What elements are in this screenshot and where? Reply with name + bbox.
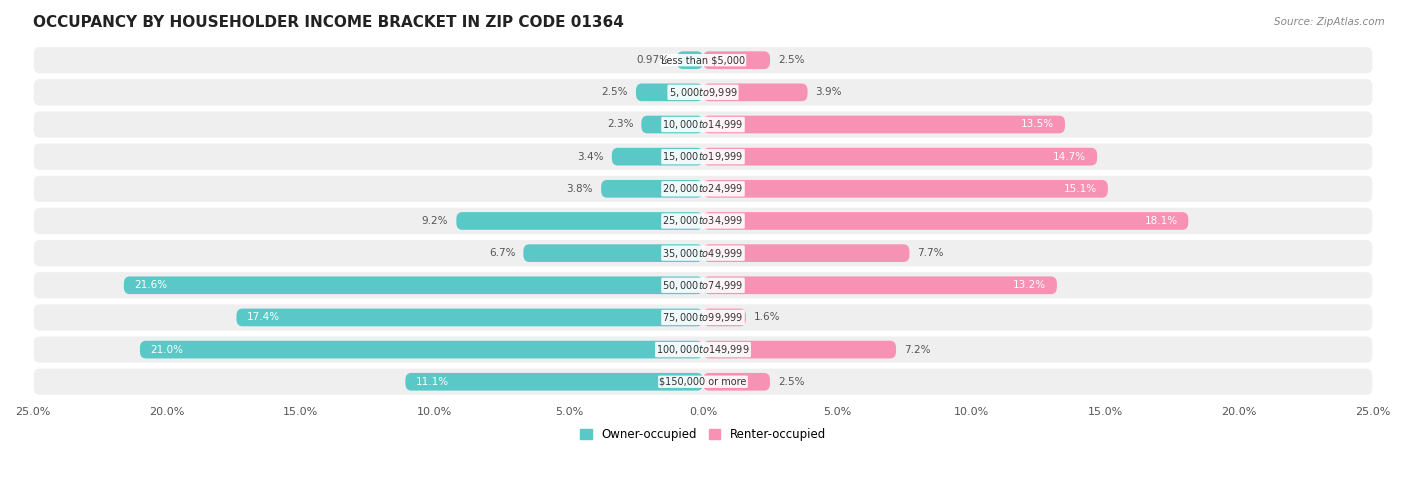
FancyBboxPatch shape: [523, 244, 703, 262]
Text: 13.2%: 13.2%: [1014, 281, 1046, 290]
FancyBboxPatch shape: [641, 115, 703, 133]
Text: $100,000 to $149,999: $100,000 to $149,999: [657, 343, 749, 356]
Text: $5,000 to $9,999: $5,000 to $9,999: [669, 86, 737, 99]
Text: 14.7%: 14.7%: [1053, 151, 1087, 162]
FancyBboxPatch shape: [703, 309, 747, 326]
FancyBboxPatch shape: [457, 212, 703, 230]
FancyBboxPatch shape: [703, 341, 896, 358]
Text: 21.0%: 21.0%: [150, 345, 184, 355]
FancyBboxPatch shape: [141, 341, 703, 358]
Text: 21.6%: 21.6%: [135, 281, 167, 290]
Text: 15.1%: 15.1%: [1064, 184, 1097, 194]
FancyBboxPatch shape: [32, 271, 1374, 300]
Text: $10,000 to $14,999: $10,000 to $14,999: [662, 118, 744, 131]
Text: OCCUPANCY BY HOUSEHOLDER INCOME BRACKET IN ZIP CODE 01364: OCCUPANCY BY HOUSEHOLDER INCOME BRACKET …: [32, 15, 624, 30]
FancyBboxPatch shape: [678, 51, 703, 69]
FancyBboxPatch shape: [703, 277, 1057, 294]
Text: 18.1%: 18.1%: [1144, 216, 1178, 226]
FancyBboxPatch shape: [32, 78, 1374, 107]
FancyBboxPatch shape: [703, 180, 1108, 198]
Text: 7.2%: 7.2%: [904, 345, 931, 355]
Text: $150,000 or more: $150,000 or more: [659, 377, 747, 387]
FancyBboxPatch shape: [32, 207, 1374, 235]
Text: $25,000 to $34,999: $25,000 to $34,999: [662, 214, 744, 227]
Text: 6.7%: 6.7%: [489, 248, 516, 258]
Text: $15,000 to $19,999: $15,000 to $19,999: [662, 150, 744, 163]
FancyBboxPatch shape: [636, 83, 703, 101]
Text: 11.1%: 11.1%: [416, 377, 450, 387]
Text: $50,000 to $74,999: $50,000 to $74,999: [662, 279, 744, 292]
FancyBboxPatch shape: [703, 51, 770, 69]
FancyBboxPatch shape: [703, 148, 1097, 166]
Text: Less than $5,000: Less than $5,000: [661, 55, 745, 65]
Text: 9.2%: 9.2%: [422, 216, 449, 226]
FancyBboxPatch shape: [703, 373, 770, 391]
FancyBboxPatch shape: [32, 368, 1374, 396]
FancyBboxPatch shape: [32, 303, 1374, 332]
Text: $75,000 to $99,999: $75,000 to $99,999: [662, 311, 744, 324]
Text: 2.5%: 2.5%: [778, 377, 804, 387]
Text: 2.3%: 2.3%: [607, 119, 633, 130]
FancyBboxPatch shape: [32, 336, 1374, 364]
FancyBboxPatch shape: [703, 83, 807, 101]
FancyBboxPatch shape: [32, 175, 1374, 203]
Text: Source: ZipAtlas.com: Source: ZipAtlas.com: [1274, 17, 1385, 27]
Text: 7.7%: 7.7%: [918, 248, 943, 258]
FancyBboxPatch shape: [612, 148, 703, 166]
FancyBboxPatch shape: [703, 212, 1188, 230]
Text: $20,000 to $24,999: $20,000 to $24,999: [662, 182, 744, 195]
Text: 17.4%: 17.4%: [247, 313, 280, 322]
FancyBboxPatch shape: [124, 277, 703, 294]
Text: 0.97%: 0.97%: [636, 55, 669, 65]
Text: 2.5%: 2.5%: [778, 55, 804, 65]
FancyBboxPatch shape: [236, 309, 703, 326]
FancyBboxPatch shape: [703, 115, 1064, 133]
Text: 3.4%: 3.4%: [578, 151, 603, 162]
FancyBboxPatch shape: [32, 143, 1374, 171]
Text: 1.6%: 1.6%: [754, 313, 780, 322]
FancyBboxPatch shape: [32, 111, 1374, 139]
FancyBboxPatch shape: [32, 239, 1374, 267]
Legend: Owner-occupied, Renter-occupied: Owner-occupied, Renter-occupied: [575, 423, 831, 446]
Text: 3.9%: 3.9%: [815, 87, 842, 97]
Text: 3.8%: 3.8%: [567, 184, 593, 194]
Text: 2.5%: 2.5%: [602, 87, 628, 97]
FancyBboxPatch shape: [703, 244, 910, 262]
Text: 13.5%: 13.5%: [1021, 119, 1054, 130]
FancyBboxPatch shape: [405, 373, 703, 391]
Text: $35,000 to $49,999: $35,000 to $49,999: [662, 246, 744, 260]
FancyBboxPatch shape: [602, 180, 703, 198]
FancyBboxPatch shape: [32, 46, 1374, 75]
